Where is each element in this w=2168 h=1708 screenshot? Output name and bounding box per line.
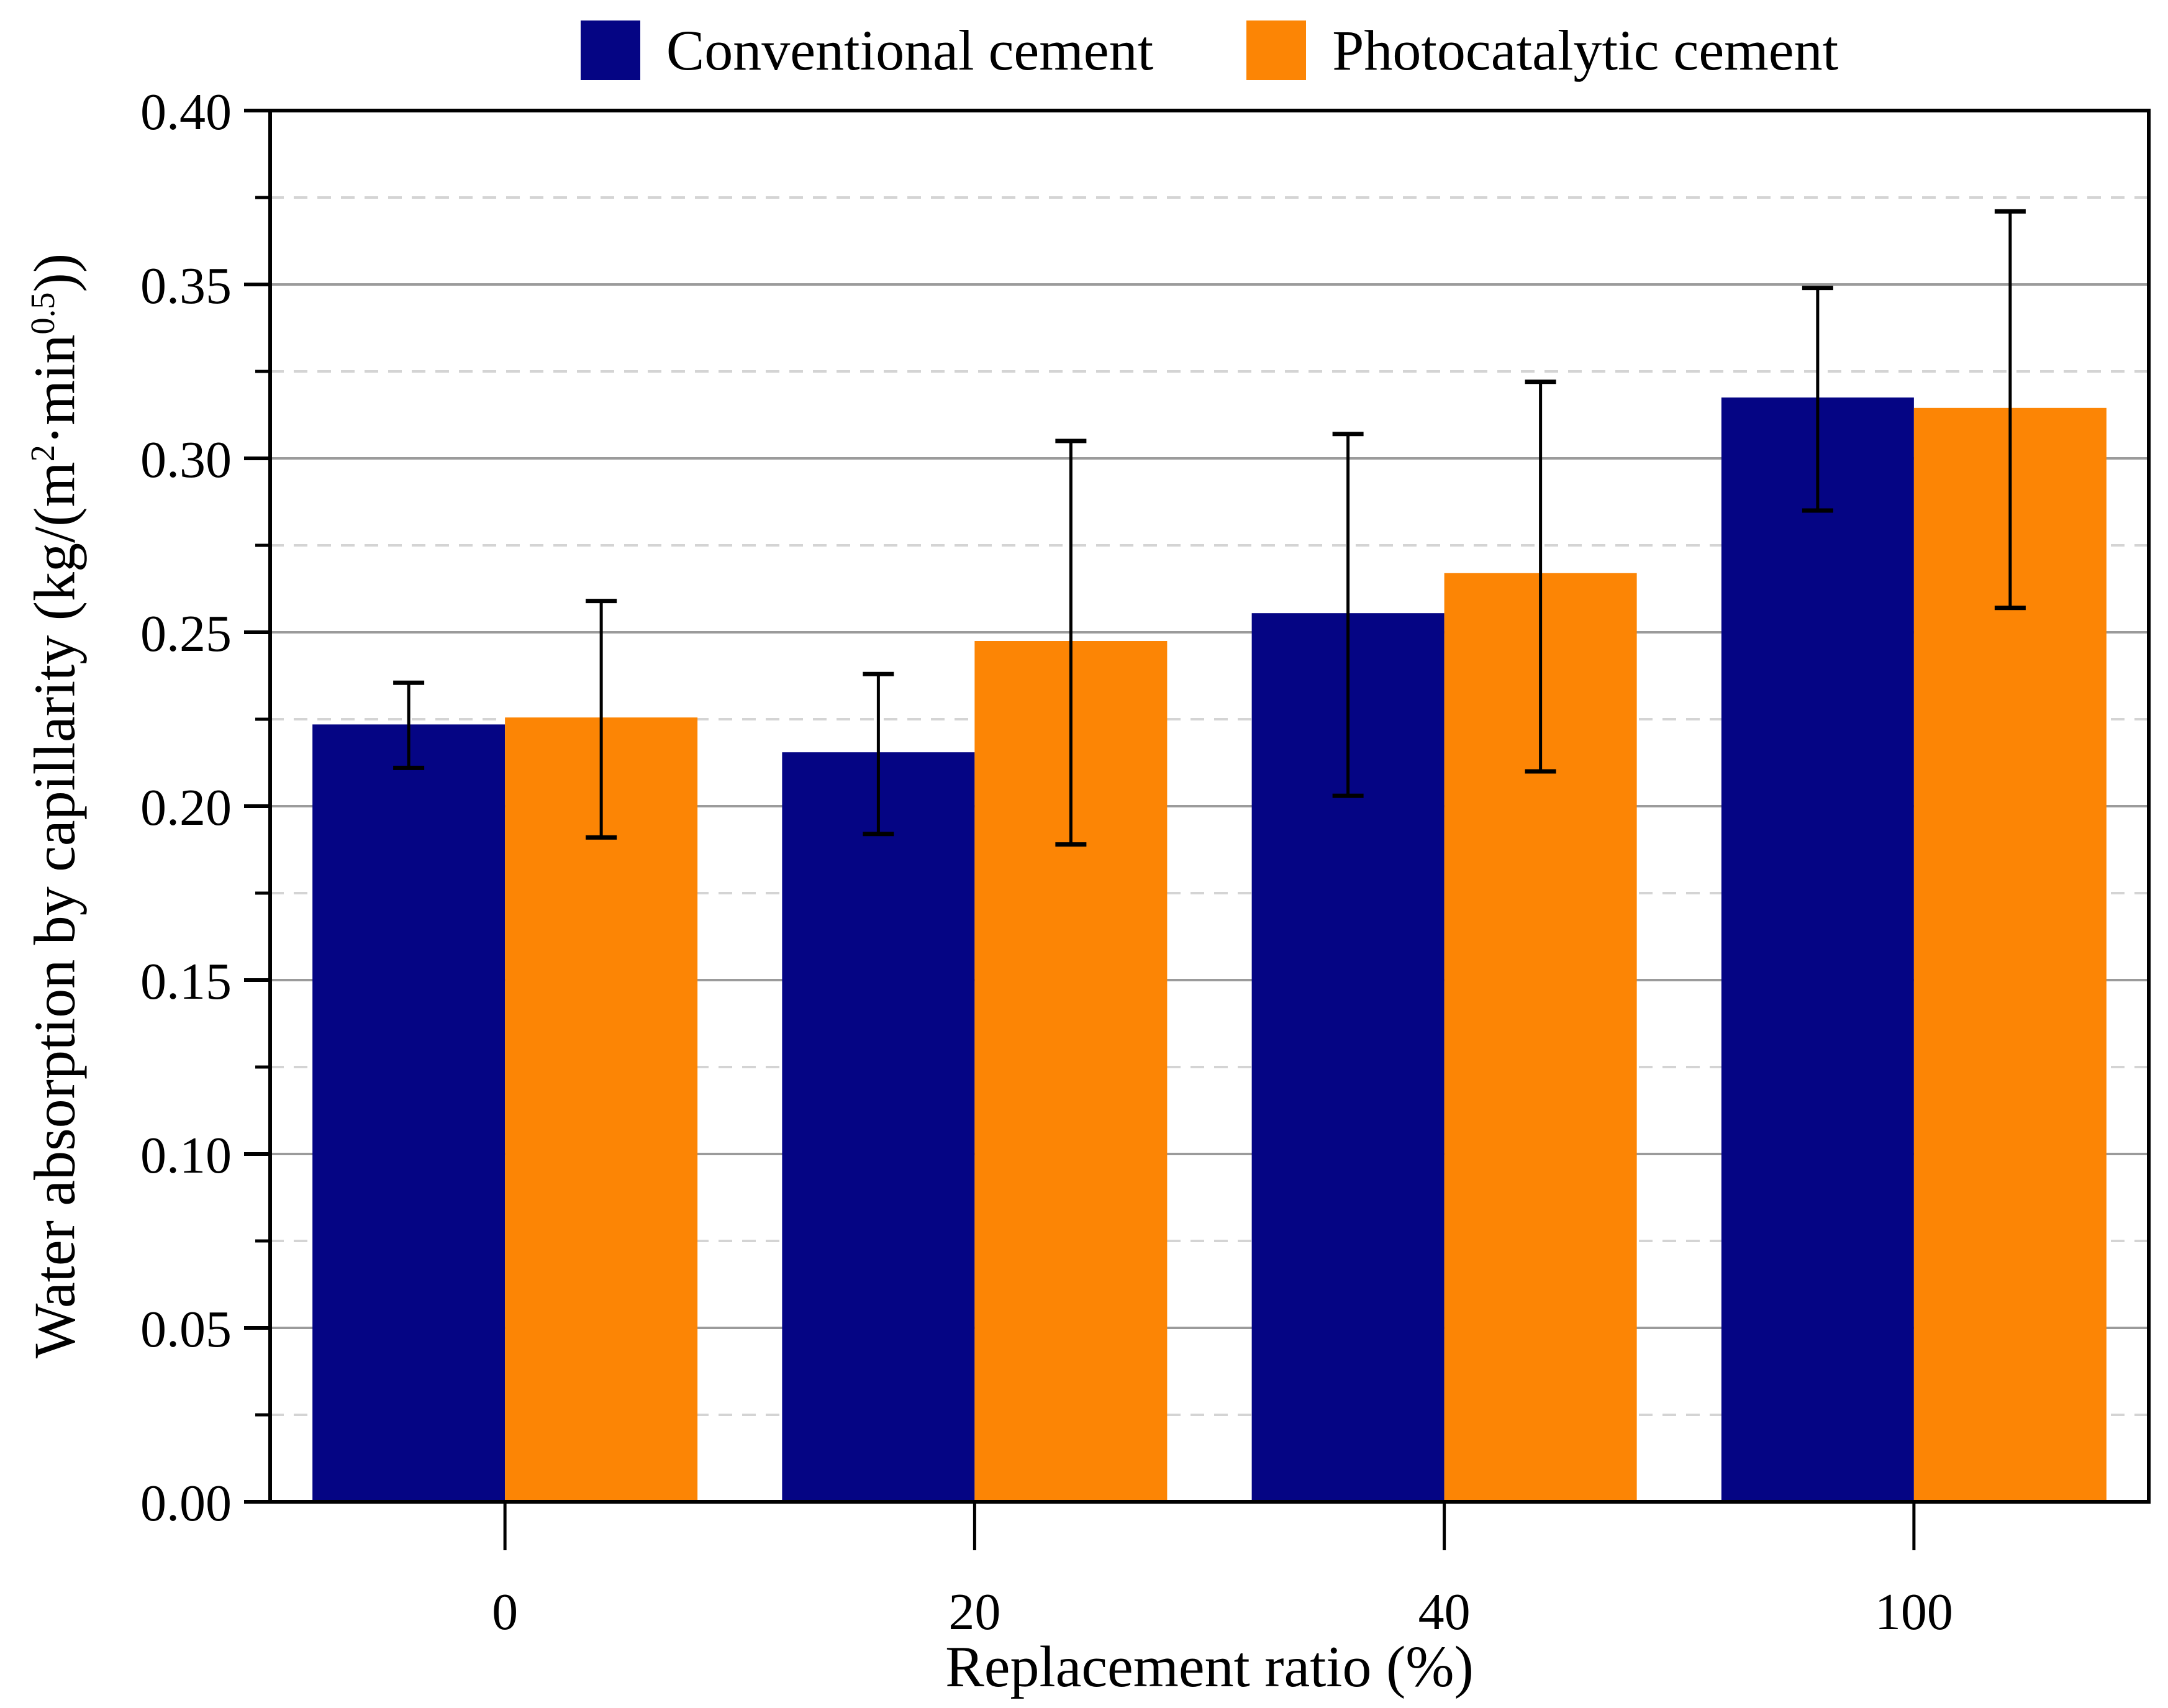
y-tick-label: 0.25 bbox=[140, 605, 232, 663]
error-bar-conventional-0 bbox=[393, 680, 425, 770]
legend-item-photocatalytic: Photocatalytic cement bbox=[1246, 17, 1838, 83]
x-tick-label: 0 bbox=[492, 1583, 518, 1641]
error-bar-conventional-40 bbox=[1332, 432, 1364, 798]
legend-item-conventional: Conventional cement bbox=[580, 17, 1154, 83]
y-title-superscript-2: 2 bbox=[24, 445, 62, 462]
error-bar-photocatalytic-0 bbox=[586, 599, 617, 840]
y-tick-label: 0.10 bbox=[140, 1127, 232, 1184]
bars-layer bbox=[312, 397, 2107, 1502]
legend-swatch-conventional-icon bbox=[580, 20, 640, 80]
y-axis-title: Water absorption by capillarity (kg/(m2·… bbox=[22, 253, 88, 1359]
y-tick-label: 0.30 bbox=[140, 431, 232, 489]
x-tick-label: 20 bbox=[948, 1583, 1000, 1641]
x-tick-label: 100 bbox=[1875, 1583, 1953, 1641]
legend-label-photocatalytic: Photocatalytic cement bbox=[1332, 19, 1839, 82]
y-tick-label: 0.35 bbox=[140, 257, 232, 315]
y-tick-label: 0.20 bbox=[140, 779, 232, 837]
bar-conventional-100 bbox=[1721, 397, 1914, 1502]
error-bar-photocatalytic-100 bbox=[1994, 209, 2026, 611]
y-tick-label: 0.40 bbox=[140, 83, 232, 141]
bar-conventional-0 bbox=[312, 724, 506, 1502]
error-bars-layer bbox=[393, 209, 2026, 847]
x-axis-title: Replacement ratio (%) bbox=[945, 1635, 1474, 1699]
error-bar-photocatalytic-40 bbox=[1525, 379, 1556, 774]
legend-swatch-photocatalytic-icon bbox=[1246, 20, 1307, 80]
bar-conventional-20 bbox=[782, 752, 975, 1502]
bar-photocatalytic-0 bbox=[505, 717, 698, 1502]
tick-labels-layer: 0.00 0.05 0.10 0.15 0.20 0.25 0.30 0.35 0.40 0 20 4… bbox=[140, 83, 1953, 1641]
y-title-superscript-05: 0.5 bbox=[24, 292, 62, 335]
y-tick-label: 0.05 bbox=[140, 1301, 232, 1358]
x-tick-label: 40 bbox=[1418, 1583, 1471, 1641]
error-bar-conventional-100 bbox=[1802, 286, 1833, 513]
legend: Conventional cement Photocatalytic cemen… bbox=[270, 14, 2149, 87]
error-bar-photocatalytic-20 bbox=[1055, 438, 1087, 847]
y-tick-label: 0.15 bbox=[140, 953, 232, 1011]
y-tick-label: 0.00 bbox=[140, 1474, 232, 1532]
ticks-layer bbox=[244, 109, 1916, 1550]
legend-label-conventional: Conventional cement bbox=[666, 19, 1154, 82]
error-bar-conventional-20 bbox=[863, 671, 894, 837]
